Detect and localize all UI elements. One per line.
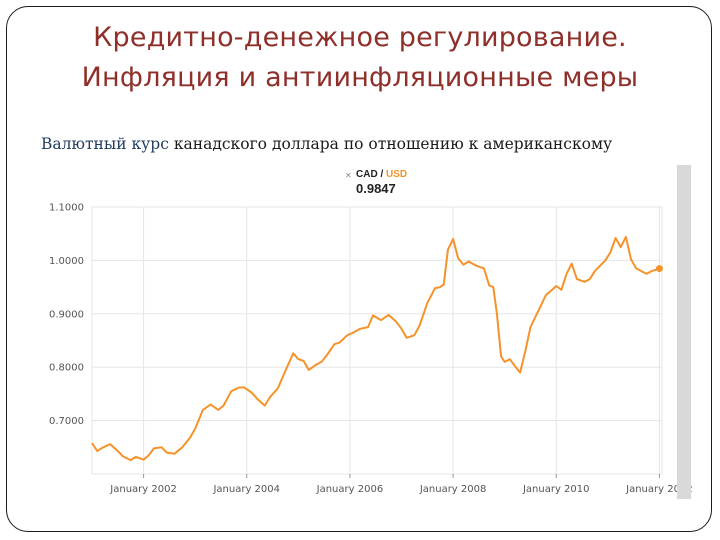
subtitle-accent-text: Валютный курс	[41, 135, 169, 153]
subtitle-text: канадского доллара по отношению к америк…	[168, 135, 613, 153]
y-tick-label: 0.8000	[49, 363, 84, 374]
x-tick-label: January 2006	[316, 484, 384, 495]
chart-legend: ✕ CAD / USD 0.9847	[345, 169, 407, 196]
chart-series	[91, 235, 663, 462]
x-tick-label: January 2012	[625, 484, 693, 495]
slide-title-line-1: Кредитно-денежное регулирование.	[93, 22, 627, 53]
legend-toggle-icon[interactable]: ✕	[345, 171, 352, 180]
slide-frame	[6, 6, 712, 532]
slide-title: Кредитно-денежное регулирование. Инфляци…	[0, 18, 720, 98]
y-axis: 1.1000 1.0000 0.9000 0.8000 0.7000	[49, 203, 84, 428]
y-tick-label: 0.9000	[49, 309, 84, 320]
y-tick-label: 1.0000	[49, 256, 84, 267]
legend-base-currency: CAD	[356, 169, 378, 180]
slide-subtitle: Валютный курс канадского доллара по отно…	[41, 135, 612, 153]
chart-grid	[91, 206, 663, 475]
legend-current-value: 0.9847	[356, 181, 396, 196]
series-last-point[interactable]	[655, 265, 663, 273]
svg-text:CAD / USD: CAD / USD	[356, 169, 407, 180]
x-tick-label: January 2010	[522, 484, 590, 495]
x-axis: January 2002 January 2004 January 2006 Janu…	[109, 474, 693, 495]
x-tick-label: January 2008	[419, 484, 487, 495]
x-tick-label: January 2002	[109, 484, 177, 495]
legend-quote-currency: USD	[386, 169, 407, 180]
y-tick-label: 0.7000	[49, 416, 84, 427]
series-line-cad-usd	[91, 235, 660, 462]
x-tick-label: January 2004	[212, 484, 280, 495]
slide-title-line-2: Инфляция и антиинфляционные меры	[81, 62, 639, 93]
chart-scrollbar[interactable]	[677, 165, 691, 499]
plot-area-border	[91, 206, 663, 475]
legend-separator: /	[378, 169, 386, 180]
y-tick-label: 1.1000	[49, 203, 84, 214]
